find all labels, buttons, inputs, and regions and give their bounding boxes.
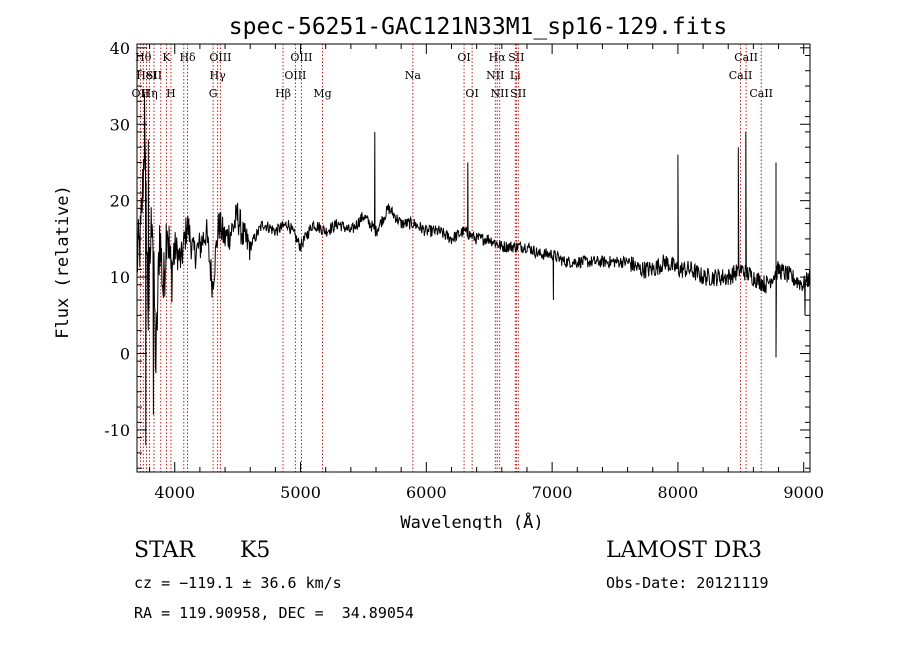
x-tick-label: 7000 <box>532 483 573 502</box>
line-marker-label: Hα <box>489 51 507 64</box>
x-tick-label: 8000 <box>658 483 699 502</box>
line-marker-label: NII <box>486 69 504 82</box>
line-marker-label: HeI <box>136 69 156 82</box>
plot-area <box>136 93 811 446</box>
y-tick-label: 40 <box>110 39 130 58</box>
line-marker-label: NII <box>491 87 509 100</box>
coordinates-text: RA = 119.90958, DEC = 34.89054 <box>134 604 414 622</box>
y-tick-label: 30 <box>110 115 130 134</box>
chart-title: spec-56251-GAC121N33M1_sp16-129.fits <box>229 14 728 40</box>
line-marker-label: SII <box>146 69 162 82</box>
line-marker-label: OI <box>465 87 478 100</box>
line-marker-label: K <box>162 51 171 64</box>
x-tick-label: 4000 <box>154 483 195 502</box>
line-marker-label: CaII <box>749 87 773 100</box>
x-tick-label: 6000 <box>406 483 447 502</box>
observation-date: Obs-Date: 20121119 <box>606 574 769 592</box>
line-marker-label: Hβ <box>275 87 291 100</box>
y-tick-label: 20 <box>110 192 130 211</box>
object-class: STAR <box>134 538 195 563</box>
line-marker-label: OI <box>457 51 470 64</box>
line-marker-label: G <box>209 87 218 100</box>
flux-series-line <box>136 93 811 446</box>
line-marker-label: Li <box>510 69 521 82</box>
axes: 4000 5000 6000 7000 8000 9000 -10 0 10 20 30 40 <box>104 39 824 502</box>
x-tick-label: 5000 <box>280 483 321 502</box>
line-marker-label: Mg <box>313 87 331 100</box>
y-tick-label: -10 <box>104 421 130 440</box>
line-marker-label: OIII <box>284 69 306 82</box>
line-marker-label: OIII <box>290 51 312 64</box>
line-marker-label: SII <box>510 87 526 100</box>
line-marker-label: Hγ <box>210 69 227 82</box>
survey-name: LAMOST DR3 <box>606 538 762 563</box>
spectrum-chart: spec-56251-GAC121N33M1_sp16-129.fits OII… <box>53 14 824 530</box>
line-marker-label: CaII <box>734 51 758 64</box>
line-marker-label: SII <box>508 51 524 64</box>
y-tick-label: 0 <box>120 345 130 364</box>
x-axis-label: Wavelength (Å) <box>400 511 543 530</box>
line-marker-label: Hδ <box>179 51 196 64</box>
x-tick-label: 9000 <box>783 483 824 502</box>
line-marker-label: Na <box>405 69 422 82</box>
plot-frame <box>136 43 811 473</box>
y-tick-label: 10 <box>110 268 130 287</box>
line-markers: OIIHθHeIHηSIIKHHδGHγOIIIHβOIIIOIIIMgNaOI… <box>132 44 773 472</box>
line-marker-label: OIII <box>209 51 231 64</box>
object-subclass: K5 <box>240 538 271 563</box>
line-marker-label: H <box>166 87 176 100</box>
y-axis-label: Flux (relative) <box>53 185 73 339</box>
line-marker-label: Hθ <box>135 51 152 64</box>
line-marker-label: CaII <box>729 69 753 82</box>
velocity-text: cz = −119.1 ± 36.6 km/s <box>134 574 342 592</box>
line-marker-label: Hη <box>141 87 157 100</box>
